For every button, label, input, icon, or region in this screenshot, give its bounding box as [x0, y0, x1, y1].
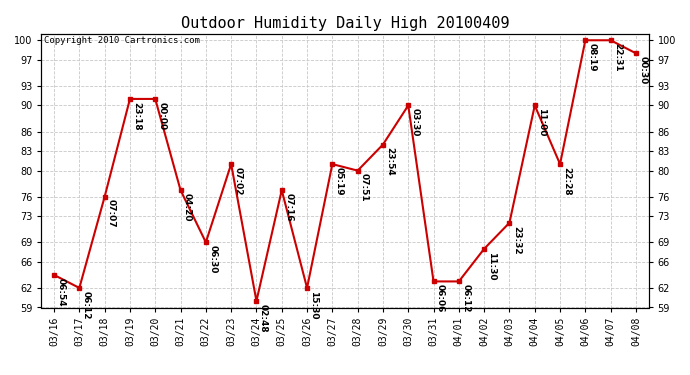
Text: 07:07: 07:07 — [107, 200, 116, 228]
Text: 06:06: 06:06 — [436, 284, 445, 313]
Text: 11:30: 11:30 — [486, 252, 495, 280]
Text: 00:00: 00:00 — [158, 102, 167, 130]
Text: 23:54: 23:54 — [386, 147, 395, 176]
Title: Outdoor Humidity Daily High 20100409: Outdoor Humidity Daily High 20100409 — [181, 16, 509, 31]
Text: 22:28: 22:28 — [562, 167, 571, 195]
Text: 00:30: 00:30 — [638, 56, 647, 84]
Text: Copyright 2010 Cartronics.com: Copyright 2010 Cartronics.com — [44, 36, 200, 45]
Text: 15:30: 15:30 — [310, 291, 319, 319]
Text: 23:32: 23:32 — [512, 225, 521, 254]
Text: 06:12: 06:12 — [82, 291, 91, 319]
Text: 07:02: 07:02 — [234, 167, 243, 195]
Text: 05:19: 05:19 — [335, 167, 344, 195]
Text: 06:12: 06:12 — [462, 284, 471, 313]
Text: 23:18: 23:18 — [132, 102, 141, 130]
Text: 11:00: 11:00 — [538, 108, 546, 136]
Text: 07:16: 07:16 — [284, 193, 293, 222]
Text: 02:48: 02:48 — [259, 304, 268, 332]
Text: 22:31: 22:31 — [613, 43, 622, 72]
Text: 08:19: 08:19 — [588, 43, 597, 72]
Text: 07:51: 07:51 — [360, 173, 369, 202]
Text: 03:30: 03:30 — [411, 108, 420, 136]
Text: 06:54: 06:54 — [57, 278, 66, 306]
Text: 04:20: 04:20 — [183, 193, 192, 222]
Text: 06:30: 06:30 — [208, 245, 217, 273]
